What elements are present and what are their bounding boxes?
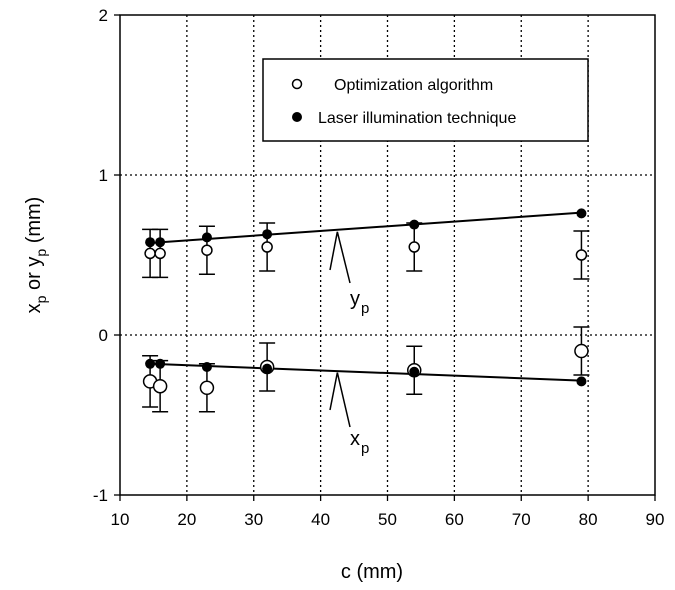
laser-point-x_p (576, 376, 587, 387)
x-tick-label: 90 (646, 510, 665, 529)
optimization-point-x_p (574, 343, 589, 359)
x-tick-label: 80 (579, 510, 598, 529)
annotation-arrow-line (329, 231, 339, 271)
laser-point-x_p (262, 363, 273, 374)
laser-point-y_p (409, 219, 420, 230)
legend-marker-optimization (291, 78, 303, 90)
y-tick-label: 2 (99, 6, 108, 25)
x-axis-label: c (mm) (341, 561, 403, 583)
y-tick-labels: -1 0 1 2 (93, 6, 108, 505)
fit-line-x_p (150, 362, 582, 382)
x-tick-labels: 10 20 30 40 50 60 70 80 90 (111, 510, 665, 529)
y-tick-label: 0 (99, 326, 108, 345)
annotation-label-xp: xp (350, 428, 369, 457)
annotation-arrow-line (336, 231, 351, 284)
annotation-arrow-line (336, 372, 351, 428)
laser-point-x_p (155, 358, 166, 369)
laser-point-x_p (409, 366, 420, 377)
laser-point-x_p (145, 358, 156, 369)
x-tick-label: 50 (378, 510, 397, 529)
x-tick-label: 20 (177, 510, 196, 529)
optimization-point-y_p (144, 247, 156, 260)
annotations: yp xp (329, 231, 369, 457)
fit-line-y_p (150, 211, 582, 244)
laser-point-y_p (201, 232, 212, 243)
laser-point-y_p (262, 229, 273, 240)
optimization-point-y_p (261, 241, 273, 253)
x-tick-label: 60 (445, 510, 464, 529)
y-tick-label: 1 (99, 166, 108, 185)
fit-lines (150, 211, 582, 382)
x-tick-label: 10 (111, 510, 130, 529)
legend: Optimization algorithm Laser illuminatio… (262, 58, 589, 142)
laser-point-x_p (201, 362, 212, 372)
annotation-arrow-line (329, 372, 339, 411)
annotation-label-yp: yp (350, 288, 369, 317)
optimization-point-x_p (152, 378, 168, 394)
x-tick-label: 40 (311, 510, 330, 529)
laser-point-y_p (576, 208, 587, 219)
optimization-point-y_p (575, 249, 588, 261)
optimization-point-y_p (408, 241, 420, 253)
legend-marker-laser (292, 112, 302, 122)
laser-point-y_p (145, 237, 156, 248)
legend-box (262, 58, 589, 142)
optimization-point-y_p (201, 244, 213, 256)
y-tick-label: -1 (93, 486, 108, 505)
legend-label-optimization: Optimization algorithm (334, 77, 493, 94)
laser-point-y_p (155, 237, 166, 248)
x-tick-label: 30 (244, 510, 263, 529)
x-tick-label: 70 (512, 510, 531, 529)
optimization-point-x_p (199, 380, 215, 396)
y-axis-label: xp​ or yp​ (mm) (23, 197, 49, 314)
optimization-point-y_p (154, 247, 166, 260)
error-bars (142, 222, 590, 413)
axis-ticks (114, 14, 656, 501)
data-points (142, 208, 589, 396)
legend-label-laser: Laser illumination technique (318, 110, 516, 127)
